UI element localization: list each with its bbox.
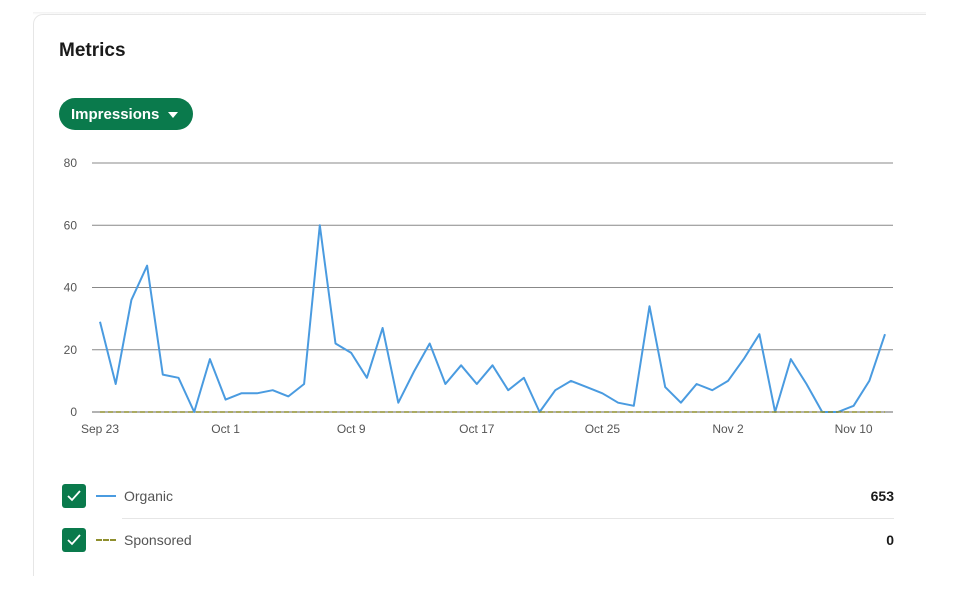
- x-tick-label: Oct 17: [459, 422, 495, 436]
- x-tick-label: Nov 2: [712, 422, 744, 436]
- series-line-organic: [99, 224, 886, 413]
- legend-divider: [122, 518, 894, 519]
- legend-value-organic: 653: [870, 488, 894, 504]
- legend-item-sponsored[interactable]: Sponsored 0: [62, 527, 894, 553]
- metric-selector-label: Impressions: [71, 105, 160, 123]
- check-icon: [67, 490, 81, 502]
- x-tick-label: Nov 10: [835, 422, 873, 436]
- legend-value-sponsored: 0: [886, 532, 894, 548]
- y-tick-label: 40: [64, 281, 78, 295]
- y-tick-label: 20: [64, 343, 78, 357]
- organic-checkbox[interactable]: [62, 484, 86, 508]
- x-tick-label: Sep 23: [81, 422, 119, 436]
- check-icon: [67, 534, 81, 546]
- metric-selector-button[interactable]: Impressions: [59, 98, 193, 130]
- y-tick-label: 60: [64, 218, 78, 232]
- y-tick-label: 80: [64, 156, 78, 170]
- sponsored-checkbox[interactable]: [62, 528, 86, 552]
- card-top-edge: [33, 12, 926, 15]
- legend-label-organic: Organic: [124, 488, 174, 504]
- page-title: Metrics: [59, 40, 126, 61]
- legend-item-organic[interactable]: Organic 653: [62, 483, 894, 509]
- x-tick-label: Oct 1: [211, 422, 240, 436]
- x-tick-label: Oct 9: [337, 422, 366, 436]
- legend-label-sponsored: Sponsored: [124, 532, 192, 548]
- sponsored-line-swatch: [96, 539, 116, 541]
- caret-down-icon: [168, 111, 179, 118]
- x-tick-label: Oct 25: [585, 422, 621, 436]
- organic-line-swatch: [96, 495, 116, 497]
- y-tick-label: 0: [70, 405, 77, 419]
